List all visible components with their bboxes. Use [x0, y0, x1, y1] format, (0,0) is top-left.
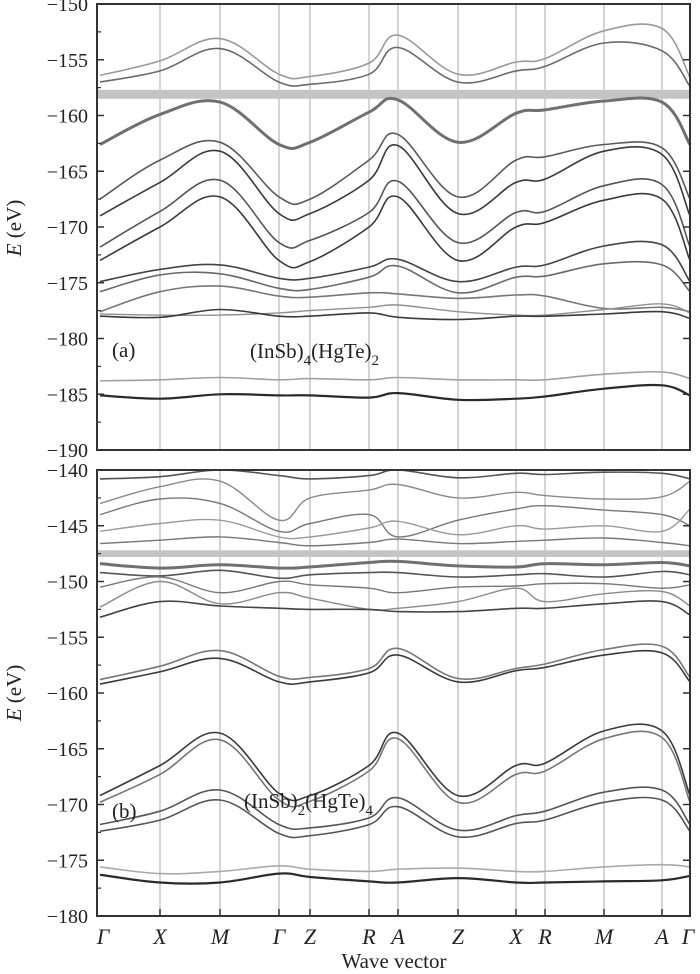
panel-b-kpoint-lines [159, 470, 663, 916]
band-line [99, 383, 690, 402]
band-line [99, 178, 690, 249]
panel-b-label: (b) [112, 799, 137, 823]
panel-a-y-axis-label: E (eV) [2, 200, 26, 258]
band-line [99, 872, 690, 885]
fermi-level-band [98, 89, 690, 99]
band-line [99, 303, 690, 317]
band-line [99, 863, 690, 875]
band-line [99, 285, 690, 313]
band-line [99, 260, 690, 294]
band-line [99, 308, 690, 321]
panel-b-formula: (InSb)2(HgTe)4 [244, 789, 374, 819]
band-line [99, 240, 690, 283]
kpoint-label: Γ [681, 924, 696, 949]
band-line [99, 600, 690, 618]
panel-b-frame [96, 469, 691, 917]
panel-b-series [99, 470, 690, 885]
band-line [99, 796, 690, 839]
band-line [99, 470, 690, 480]
kpoint-label: R [537, 924, 552, 949]
panel-a-label: (a) [112, 338, 135, 362]
y-tick-label: −170 [47, 795, 88, 817]
band-line [99, 41, 690, 87]
band-line [99, 786, 690, 832]
panel-b-fermi-band [98, 550, 690, 557]
y-tick-label: −155 [47, 50, 88, 72]
panel-b: −140 −145 −150 −155 −160 −165 −170 −175 −180 (b)… [2, 460, 691, 928]
kpoint-label: X [152, 924, 168, 949]
y-tick-label: −180 [47, 329, 88, 351]
panel-b-y-axis-label: E (eV) [2, 665, 26, 723]
band-line [99, 723, 690, 802]
kpoint-label: A [389, 924, 405, 949]
panel-a-kpoint-lines [159, 4, 663, 450]
x-axis-label: Wave vector [342, 949, 447, 973]
y-tick-label: −165 [47, 161, 88, 183]
y-tick-label: −145 [47, 516, 88, 538]
band-line [99, 497, 690, 538]
band-line [99, 643, 690, 681]
kpoint-label: Z [452, 924, 465, 949]
y-tick-label: −170 [47, 217, 88, 239]
kpoint-label: Γ [272, 924, 287, 949]
panel-a-frame [96, 3, 691, 451]
band-line [99, 144, 690, 221]
panel-b-y-ticks: −140 −145 −150 −155 −160 −165 −170 −175 −180 [47, 460, 690, 928]
fermi-level-band [98, 550, 690, 557]
band-line [99, 536, 690, 547]
y-tick-label: −150 [47, 572, 88, 594]
band-line [99, 730, 690, 808]
y-tick-label: −150 [47, 0, 88, 16]
kpoint-label: Z [304, 924, 317, 949]
y-tick-label: −180 [47, 906, 88, 928]
band-line [99, 132, 690, 206]
panel-a-formula: (InSb)4(HgTe)2 [250, 339, 379, 369]
band-line [99, 649, 690, 685]
kpoint-label: A [653, 924, 669, 949]
kpoint-label: X [508, 924, 524, 949]
kpoint-label: M [210, 924, 231, 949]
panel-a: −150 −155 −160 −165 −170 −175 −180 −185 −190 (a)… [2, 0, 691, 462]
band-line [99, 192, 690, 269]
y-tick-label: −175 [47, 273, 88, 295]
band-line [99, 370, 690, 382]
y-tick-label: −175 [47, 850, 88, 872]
y-tick-label: −160 [47, 106, 88, 128]
band-line [99, 96, 690, 150]
band-line [99, 569, 690, 580]
y-tick-label: −165 [47, 739, 88, 761]
y-tick-label: −140 [47, 460, 88, 482]
band-line [99, 576, 690, 594]
y-tick-label: −160 [47, 683, 88, 705]
band-line [99, 508, 690, 540]
y-tick-label: −185 [47, 384, 88, 406]
panel-a-y-ticks: −150 −155 −160 −165 −170 −175 −180 −185 −190 [47, 0, 690, 462]
kpoint-label: R [361, 924, 376, 949]
band-line [99, 23, 690, 80]
band-line [99, 559, 690, 570]
band-line [99, 478, 690, 522]
kpoint-label: M [594, 924, 615, 949]
band-line [99, 580, 690, 611]
kpoint-label: Γ [96, 924, 111, 949]
y-tick-label: −155 [47, 627, 88, 649]
panel-a-series [99, 23, 690, 402]
y-tick-label: −190 [47, 440, 88, 462]
panel-a-fermi-band [98, 89, 690, 99]
